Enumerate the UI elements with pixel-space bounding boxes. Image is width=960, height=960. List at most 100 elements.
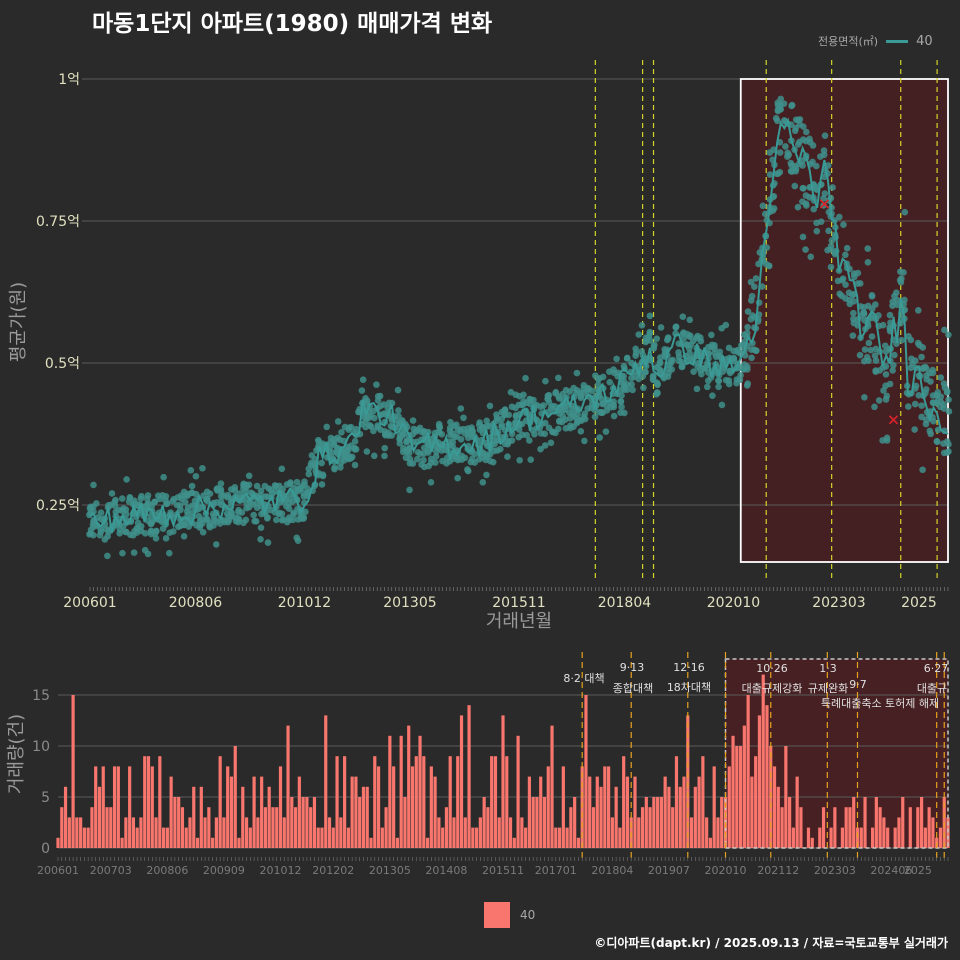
volume-y-tick-label: 5 bbox=[41, 790, 50, 806]
data-point bbox=[471, 450, 479, 458]
data-point bbox=[802, 200, 810, 207]
data-point bbox=[363, 448, 371, 455]
data-point bbox=[646, 337, 654, 344]
data-point bbox=[914, 339, 922, 347]
volume-bar bbox=[648, 807, 652, 848]
x-tick-label: 202010 bbox=[707, 595, 760, 611]
volume-bar bbox=[286, 725, 290, 848]
data-point bbox=[907, 336, 915, 344]
data-point bbox=[921, 363, 929, 371]
data-point bbox=[289, 516, 297, 524]
volume-bar bbox=[682, 776, 686, 848]
data-point bbox=[856, 351, 864, 359]
volume-x-tick-label: 201701 bbox=[535, 864, 577, 877]
data-point bbox=[697, 337, 705, 345]
data-point bbox=[610, 401, 617, 409]
data-point bbox=[108, 490, 116, 497]
data-point bbox=[508, 430, 516, 438]
volume-bar bbox=[86, 827, 90, 848]
volume-bar bbox=[237, 837, 241, 848]
volume-bar bbox=[565, 827, 569, 848]
data-point bbox=[505, 411, 513, 419]
data-point bbox=[820, 195, 827, 202]
volume-bar bbox=[931, 817, 935, 848]
data-point bbox=[927, 378, 934, 385]
volume-bar bbox=[505, 756, 509, 848]
data-point bbox=[278, 517, 286, 524]
legend-bar-label: 40 bbox=[520, 908, 536, 922]
volume-bar bbox=[241, 786, 245, 848]
data-point bbox=[581, 437, 588, 445]
data-point bbox=[347, 423, 355, 431]
data-point bbox=[498, 421, 506, 429]
data-point bbox=[901, 208, 909, 216]
volume-bar bbox=[188, 817, 192, 848]
volume-bar bbox=[618, 827, 622, 848]
data-point bbox=[112, 496, 119, 504]
data-point bbox=[794, 203, 802, 211]
data-point bbox=[744, 366, 751, 373]
volume-bar bbox=[712, 766, 716, 848]
data-point bbox=[651, 341, 658, 348]
x-tick-label: 201511 bbox=[492, 595, 545, 611]
data-point bbox=[623, 386, 631, 394]
volume-bar bbox=[365, 786, 369, 848]
footer-credit: ©디아파트(dapt.kr) / 2025.09.13 / 자료=국토교통부 실… bbox=[594, 936, 948, 950]
volume-bar bbox=[644, 797, 648, 848]
highlight-box bbox=[739, 78, 949, 563]
volume-bar bbox=[184, 827, 188, 848]
volume-bar bbox=[640, 807, 645, 848]
data-point bbox=[829, 184, 836, 191]
data-point bbox=[893, 296, 901, 304]
volume-bar bbox=[569, 807, 573, 848]
data-point bbox=[137, 522, 145, 530]
volume-bar bbox=[75, 817, 79, 848]
data-point bbox=[141, 529, 149, 537]
volume-bar bbox=[512, 837, 516, 848]
data-point bbox=[504, 453, 511, 460]
data-point bbox=[206, 490, 214, 498]
policy-label: 대출규 bbox=[917, 682, 947, 695]
volume-bar bbox=[705, 817, 709, 848]
data-point bbox=[427, 478, 435, 486]
volume-bar bbox=[63, 786, 68, 848]
data-point bbox=[540, 402, 547, 409]
data-point bbox=[501, 406, 509, 414]
volume-bar bbox=[146, 756, 151, 848]
volume-bar bbox=[535, 797, 539, 848]
policy-label: 대출규제강화 bbox=[742, 682, 803, 695]
volume-x-tick-label: 201202 bbox=[312, 864, 354, 877]
x-tick-label: 201804 bbox=[598, 595, 652, 611]
volume-bar bbox=[169, 776, 173, 848]
volume-bar bbox=[527, 776, 531, 848]
data-point bbox=[93, 500, 100, 507]
volume-bar bbox=[897, 817, 901, 848]
data-point bbox=[842, 281, 849, 289]
volume-bar bbox=[561, 766, 565, 848]
data-point bbox=[508, 437, 516, 444]
data-point bbox=[122, 506, 130, 513]
data-point bbox=[613, 355, 620, 363]
data-point bbox=[875, 397, 883, 404]
volume-bar bbox=[90, 807, 94, 848]
volume-bar bbox=[233, 746, 237, 848]
data-point bbox=[686, 316, 694, 324]
volume-bar bbox=[776, 786, 780, 848]
data-point bbox=[937, 374, 945, 381]
data-point bbox=[766, 171, 774, 178]
data-point bbox=[752, 347, 760, 354]
volume-bar bbox=[878, 807, 882, 848]
data-point bbox=[409, 417, 417, 424]
data-point bbox=[537, 445, 544, 453]
data-point bbox=[747, 278, 755, 286]
data-point bbox=[861, 394, 868, 401]
data-point bbox=[850, 298, 857, 305]
x-tick-label: 2025 bbox=[901, 595, 937, 611]
data-point bbox=[160, 473, 167, 481]
data-point bbox=[464, 467, 472, 475]
data-point bbox=[577, 428, 585, 435]
legend-title: 전용면적(㎡) bbox=[818, 35, 879, 48]
data-point bbox=[800, 184, 807, 192]
data-point bbox=[300, 515, 307, 522]
data-point bbox=[554, 425, 562, 433]
